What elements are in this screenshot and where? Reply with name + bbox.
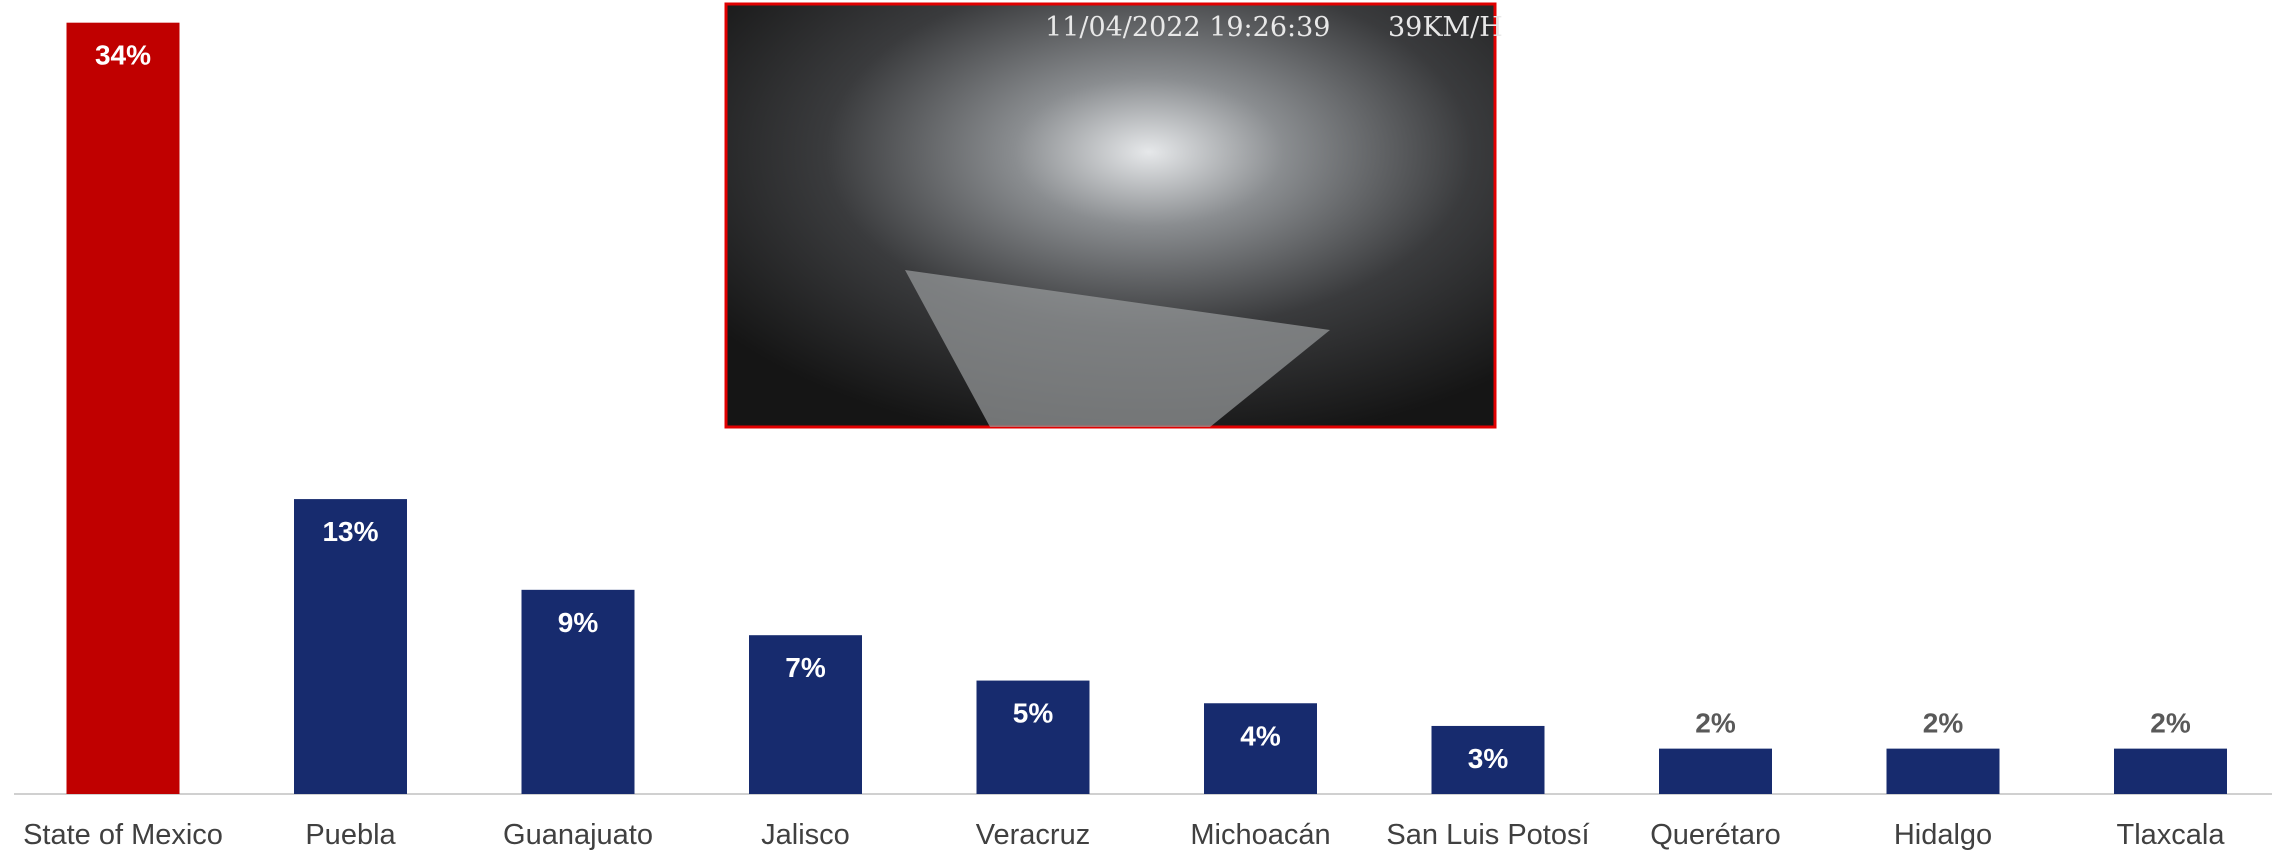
page: 11/04/2022 19:26:39 39KM/H 34% State of M…: [0, 0, 2272, 851]
value-label: 7%: [785, 652, 826, 683]
value-label: 9%: [558, 607, 599, 638]
value-label: 3%: [1468, 743, 1509, 774]
bar: [1887, 749, 2000, 794]
x-tick-label: Guanajuato: [503, 819, 653, 851]
x-tick-label: Veracruz: [976, 819, 1090, 851]
x-tick-label: San Luis Potosí: [1386, 819, 1589, 851]
photo-speed: 39KM/H: [1388, 12, 1503, 43]
value-label: 2%: [1923, 708, 1964, 739]
x-tick-label: Michoacán: [1190, 819, 1330, 851]
chart: 11/04/2022 19:26:39 39KM/H 34% State of M…: [0, 0, 2272, 851]
photo-timestamp: 11/04/2022 19:26:39: [1045, 12, 1330, 43]
bar: [1659, 749, 1772, 794]
value-label: 4%: [1240, 720, 1281, 751]
x-tick-label: Puebla: [305, 819, 396, 851]
x-tick-label: Hidalgo: [1894, 819, 1992, 851]
value-label: 2%: [1695, 708, 1736, 739]
bar: [2114, 749, 2227, 794]
x-tick-label: Querétaro: [1650, 819, 1781, 851]
value-label: 2%: [2150, 708, 2191, 739]
x-tick-label: State of Mexico: [23, 819, 223, 851]
inset-photo: 11/04/2022 19:26:39 39KM/H: [726, 4, 1503, 427]
x-tick-label: Tlaxcala: [2117, 819, 2226, 851]
value-label: 5%: [1013, 698, 1054, 729]
value-label: 34%: [95, 40, 151, 71]
x-tick-label: Jalisco: [761, 819, 850, 851]
value-label: 13%: [322, 516, 378, 547]
bar: [67, 23, 180, 794]
